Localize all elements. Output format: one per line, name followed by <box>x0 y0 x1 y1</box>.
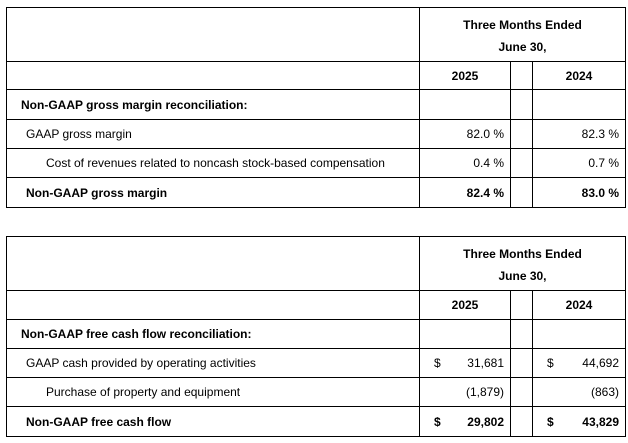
period-header: Three Months Ended June 30, <box>419 7 626 62</box>
gross-margin-table: Three Months Ended June 30, 2025 2024 No… <box>6 7 626 208</box>
table-row: GAAP cash provided by operating activiti… <box>6 348 626 378</box>
spacer-cell <box>510 119 533 149</box>
currency-symbol: $ <box>547 414 554 429</box>
section-title: Non-GAAP free cash flow reconciliation: <box>6 319 420 349</box>
table-row: Purchase of property and equipment (1,87… <box>6 377 626 407</box>
value-prior: 83.0 % <box>532 177 626 208</box>
section-title-row: Non-GAAP free cash flow reconciliation: <box>6 319 626 349</box>
value-current-cell: $ 31,681 <box>419 348 511 378</box>
free-cash-flow-table: Three Months Ended June 30, 2025 2024 No… <box>6 236 626 437</box>
table-row-total: Non-GAAP free cash flow $ 29,802 $ 43,82… <box>6 406 626 437</box>
year-row: 2025 2024 <box>6 61 626 90</box>
row-label: GAAP gross margin <box>6 119 420 149</box>
header-blank-cell <box>6 7 420 62</box>
row-label: GAAP cash provided by operating activiti… <box>6 348 420 378</box>
value-prior: 0.7 % <box>532 148 626 178</box>
year-blank-cell <box>6 290 420 320</box>
value-prior: (863) <box>532 377 626 407</box>
spacer-cell <box>510 61 533 90</box>
value-prior: 44,692 <box>582 356 619 370</box>
empty-cell <box>532 89 626 120</box>
year-prior: 2024 <box>532 61 626 90</box>
row-label: Purchase of property and equipment <box>6 377 420 407</box>
table-header-row: Three Months Ended June 30, <box>6 236 626 291</box>
spacer-cell <box>510 348 533 378</box>
spacer-cell <box>510 377 533 407</box>
section-title-row: Non-GAAP gross margin reconciliation: <box>6 89 626 120</box>
value-prior: 43,829 <box>582 414 619 429</box>
row-label: Non-GAAP gross margin <box>6 177 420 208</box>
spacer-cell <box>510 290 533 320</box>
empty-cell <box>419 89 511 120</box>
year-blank-cell <box>6 61 420 90</box>
spacer-cell <box>510 148 533 178</box>
value-current: 82.0 % <box>419 119 511 149</box>
year-prior: 2024 <box>532 290 626 320</box>
value-current: (1,879) <box>419 377 511 407</box>
year-row: 2025 2024 <box>6 290 626 320</box>
period-header-line1: Three Months Ended <box>463 17 582 32</box>
table-row: GAAP gross margin 82.0 % 82.3 % <box>6 119 626 149</box>
row-label: Cost of revenues related to noncash stoc… <box>6 148 420 178</box>
header-blank-cell <box>6 236 420 291</box>
period-header-line1: Three Months Ended <box>463 246 582 261</box>
value-prior-cell: $ 44,692 <box>532 348 626 378</box>
row-label: Non-GAAP free cash flow <box>6 406 420 437</box>
value-prior-cell: $ 43,829 <box>532 406 626 437</box>
period-header: Three Months Ended June 30, <box>419 236 626 291</box>
value-current: 0.4 % <box>419 148 511 178</box>
spacer-cell <box>510 89 533 120</box>
value-current-cell: $ 29,802 <box>419 406 511 437</box>
empty-cell <box>419 319 511 349</box>
table-row: Cost of revenues related to noncash stoc… <box>6 148 626 178</box>
period-header-line2: June 30, <box>498 39 547 54</box>
table-header-row: Three Months Ended June 30, <box>6 7 626 62</box>
section-title: Non-GAAP gross margin reconciliation: <box>6 89 420 120</box>
period-header-line2: June 30, <box>498 268 547 283</box>
value-prior: 82.3 % <box>532 119 626 149</box>
year-current: 2025 <box>419 61 511 90</box>
spacer-cell <box>510 406 533 437</box>
spacer-cell <box>510 177 533 208</box>
empty-cell <box>532 319 626 349</box>
currency-symbol: $ <box>434 414 441 429</box>
year-current: 2025 <box>419 290 511 320</box>
value-current: 82.4 % <box>419 177 511 208</box>
spacer-cell <box>510 319 533 349</box>
currency-symbol: $ <box>547 356 554 370</box>
currency-symbol: $ <box>434 356 441 370</box>
value-current: 29,802 <box>467 414 504 429</box>
table-row-total: Non-GAAP gross margin 82.4 % 83.0 % <box>6 177 626 208</box>
value-current: 31,681 <box>467 356 504 370</box>
